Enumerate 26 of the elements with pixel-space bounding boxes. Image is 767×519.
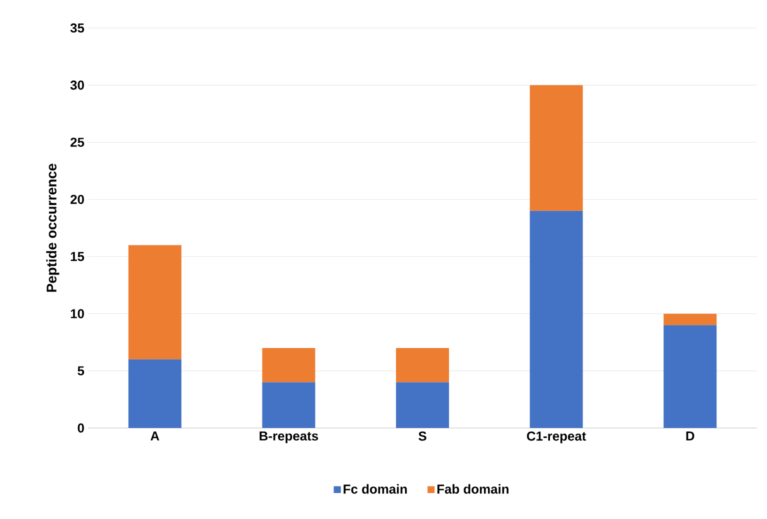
x-tick-label: A — [150, 432, 160, 440]
bar — [664, 314, 717, 326]
x-tick-label: C1-repeat — [526, 432, 586, 444]
bar — [530, 210, 583, 428]
y-tick-label: 5 — [78, 366, 84, 376]
y-tick-label: 25 — [70, 138, 84, 147]
y-tick-label: 10 — [70, 309, 84, 318]
bar — [396, 382, 450, 428]
bar — [530, 85, 583, 211]
bar — [262, 382, 316, 428]
y-tick-label: 35 — [70, 23, 84, 33]
x-tick-label: S — [418, 432, 426, 441]
x-tick-label: B-repeats — [260, 432, 318, 444]
y-tick-label: 15 — [70, 252, 84, 262]
y-tick-label: 0 — [78, 423, 84, 433]
legend-label: Fc domain — [344, 484, 407, 494]
y-tick-label: 20 — [70, 194, 84, 204]
legend-label: Fab domain — [437, 484, 508, 494]
bar — [128, 245, 182, 360]
y-axis-title: Peptide occurrence — [46, 164, 60, 292]
bar — [128, 359, 182, 428]
bar — [262, 348, 316, 382]
bar — [664, 325, 717, 428]
bar — [396, 348, 450, 382]
x-tick-label: D — [686, 432, 694, 440]
y-tick-label: 30 — [70, 80, 84, 90]
